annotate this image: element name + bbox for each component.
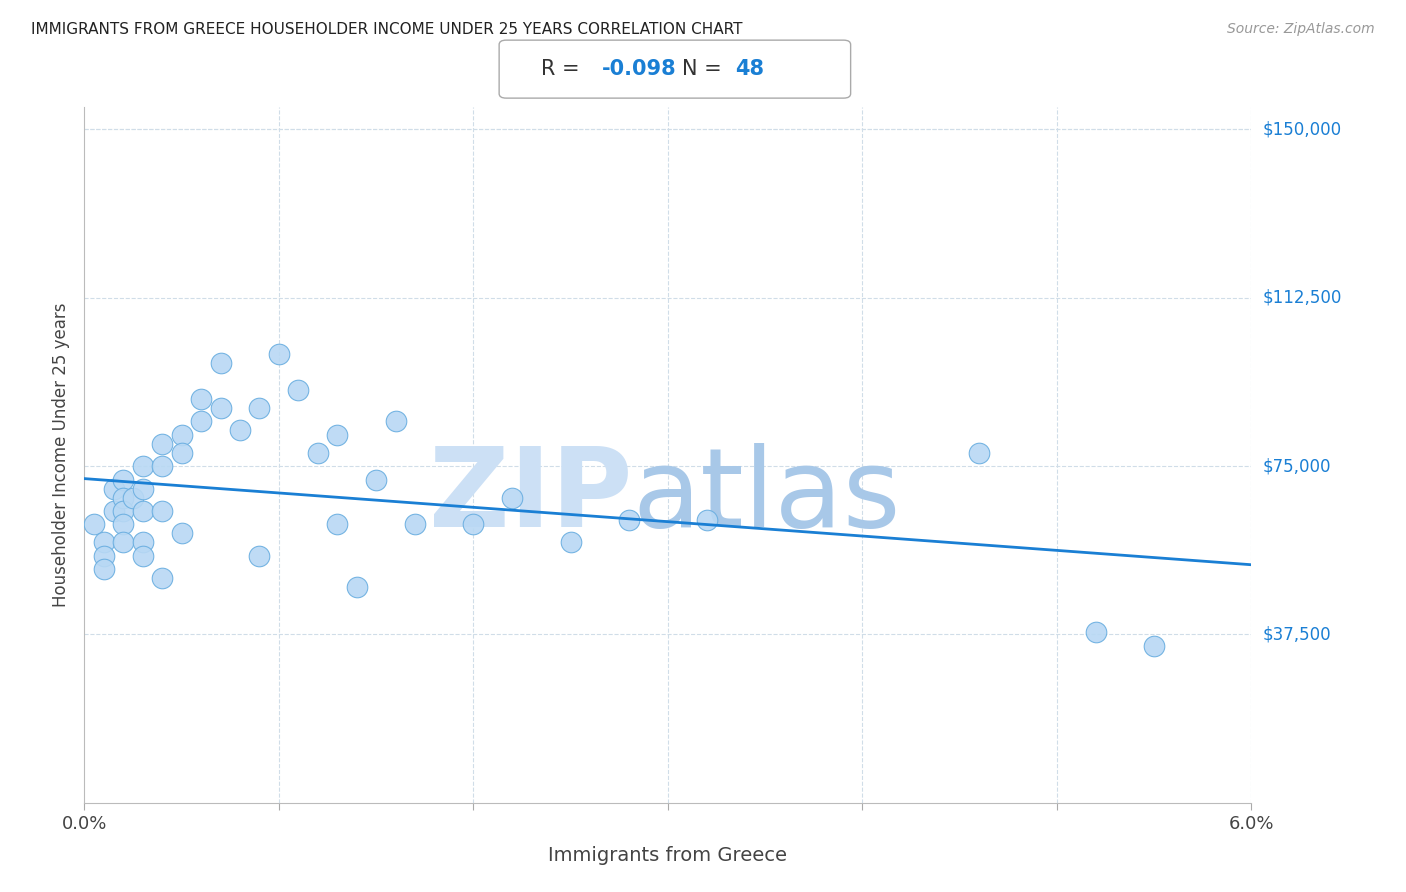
- Point: [112, 491, 135, 505]
- Point: [112, 535, 135, 549]
- Point: [103, 504, 125, 518]
- Point: [249, 401, 271, 415]
- Text: $37,500: $37,500: [1263, 625, 1331, 643]
- Point: [967, 445, 990, 459]
- Point: [209, 356, 232, 370]
- Point: [170, 427, 193, 442]
- Point: [122, 491, 145, 505]
- Point: [287, 383, 309, 397]
- Text: N =: N =: [682, 59, 721, 79]
- X-axis label: Immigrants from Greece: Immigrants from Greece: [548, 847, 787, 865]
- Text: ZIP: ZIP: [429, 443, 633, 550]
- Point: [501, 491, 523, 505]
- Point: [384, 414, 406, 428]
- Point: [112, 517, 135, 532]
- Point: [209, 401, 232, 415]
- Text: 48: 48: [735, 59, 765, 79]
- Point: [1143, 639, 1166, 653]
- Point: [249, 549, 271, 563]
- Text: atlas: atlas: [633, 443, 901, 550]
- Point: [190, 392, 212, 406]
- Point: [112, 473, 135, 487]
- Text: $150,000: $150,000: [1263, 120, 1341, 138]
- Point: [229, 423, 252, 437]
- Point: [366, 473, 388, 487]
- Point: [190, 414, 212, 428]
- Point: [103, 482, 125, 496]
- Text: R =: R =: [541, 59, 579, 79]
- Point: [83, 517, 105, 532]
- Point: [132, 535, 155, 549]
- Text: Source: ZipAtlas.com: Source: ZipAtlas.com: [1227, 22, 1375, 37]
- Text: $112,500: $112,500: [1263, 289, 1341, 307]
- Point: [93, 562, 115, 576]
- Point: [696, 513, 718, 527]
- Y-axis label: Householder Income Under 25 years: Householder Income Under 25 years: [52, 302, 70, 607]
- Point: [150, 571, 173, 585]
- Point: [132, 549, 155, 563]
- Text: $75,000: $75,000: [1263, 457, 1331, 475]
- Point: [346, 580, 368, 594]
- Point: [170, 445, 193, 459]
- Point: [326, 427, 349, 442]
- Point: [150, 436, 173, 450]
- Point: [404, 517, 426, 532]
- Point: [463, 517, 485, 532]
- Point: [93, 535, 115, 549]
- Point: [617, 513, 640, 527]
- Point: [132, 504, 155, 518]
- Text: -0.098: -0.098: [602, 59, 676, 79]
- Point: [1084, 625, 1107, 640]
- Point: [170, 526, 193, 541]
- Point: [132, 482, 155, 496]
- Text: IMMIGRANTS FROM GREECE HOUSEHOLDER INCOME UNDER 25 YEARS CORRELATION CHART: IMMIGRANTS FROM GREECE HOUSEHOLDER INCOM…: [31, 22, 742, 37]
- Point: [132, 459, 155, 474]
- Point: [560, 535, 582, 549]
- Point: [150, 504, 173, 518]
- Point: [307, 445, 329, 459]
- Point: [267, 347, 290, 361]
- Point: [150, 459, 173, 474]
- Point: [93, 549, 115, 563]
- Point: [112, 504, 135, 518]
- Point: [326, 517, 349, 532]
